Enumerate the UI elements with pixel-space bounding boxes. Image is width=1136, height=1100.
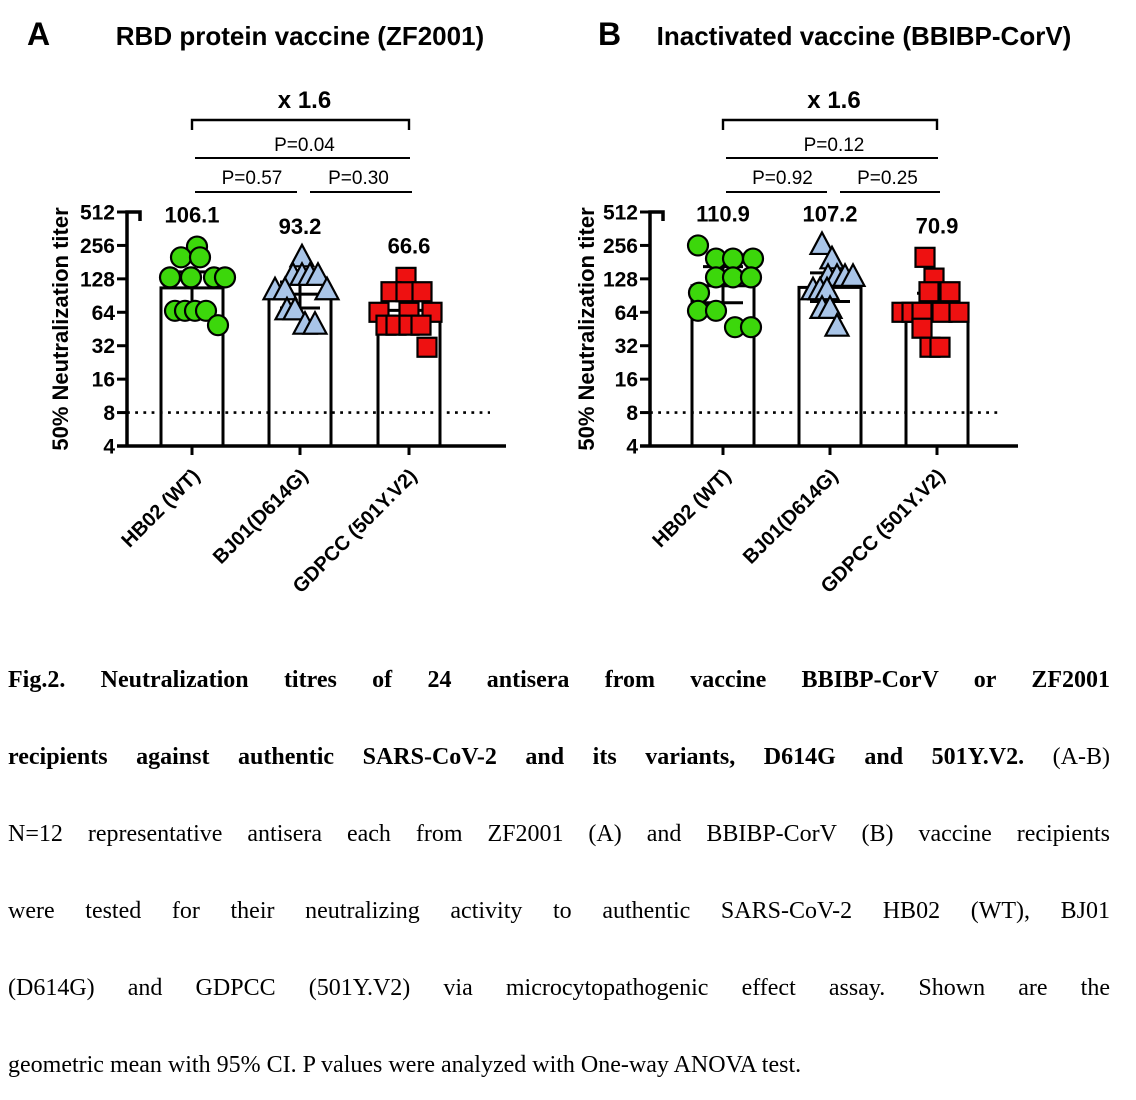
panel-title: Inactivated vaccine (BBIBP-CorV) [657,21,1072,51]
data-point [721,247,745,270]
y-tick-label: 256 [603,235,638,258]
data-point [911,317,933,339]
y-tick-label: 128 [603,268,638,291]
caption-line-1-bold: Fig.2. Neutralization titres of 24 antis… [8,667,1110,693]
y-axis-title: 50% Neutralization titer [48,207,73,451]
caption-line-2-bold: recipients against authentic SARS-CoV-2 … [8,744,1025,770]
caption-line-4: were tested for their neutralizing activ… [8,898,1110,924]
fold-change-label: x 1.6 [807,87,860,114]
data-point [818,244,846,270]
y-tick-label: 8 [626,402,638,425]
group-mean-label: 70.9 [916,213,959,238]
caption-line-3: N=12 representative antisera each from Z… [8,821,1110,847]
y-tick-label: 128 [80,268,115,291]
y-tick-label: 64 [92,302,116,325]
y-tick-label: 32 [92,335,115,358]
caption-line-1: Fig.2. Neutralization titres of 24 antis… [8,642,1110,719]
data-point [213,266,237,289]
data-point [416,336,438,358]
data-point [816,294,844,319]
figure-caption: Fig.2. Neutralization titres of 24 antis… [8,642,1110,1100]
data-point [194,299,218,322]
data-point [687,281,711,304]
group-mean-label: 93.2 [279,214,322,239]
y-tick-label: 512 [80,202,115,225]
caption-line-2: recipients against authentic SARS-CoV-2 … [8,719,1110,796]
group-mean-label: 107.2 [802,201,857,226]
data-point [839,262,867,287]
panel-label: A [27,16,50,52]
data-point [158,266,182,289]
x-category-label: GDPCC (501Y.V2) [289,465,422,598]
panel-label: B [598,16,621,52]
group-mean-label: 106.1 [164,203,219,228]
y-axis [125,210,142,448]
group-mean-label: 66.6 [388,233,431,258]
data-point [918,281,940,303]
y-tick-label: 8 [103,402,115,425]
caption-line-6: geometric mean with 95% CI. P values wer… [8,1052,802,1078]
fold-change-bracket [721,118,939,130]
data-point [411,281,433,303]
y-tick-label: 4 [103,436,115,459]
y-tick-label: 16 [92,369,115,392]
x-category-label: BJ01(D614G) [209,465,313,569]
p-value-label: P=0.12 [804,135,865,156]
data-point [206,314,230,337]
p-value-label: P=0.57 [222,168,283,189]
data-point [188,246,212,269]
x-category-label: BJ01(D614G) [739,465,843,569]
y-axis-title: 50% Neutralization titer [574,207,599,451]
fold-change-label: x 1.6 [278,87,331,114]
data-point [686,234,710,257]
y-tick-label: 32 [615,335,638,358]
data-point [939,281,961,303]
y-axis [648,210,665,448]
panel-b-chart: B Inactivated vaccine (BBIBP-CorV) 512 256 1… [568,0,1136,648]
charts-row: A RBD protein vaccine (ZF2001) 512 256 128 64… [0,0,1136,648]
x-category-label: HB02 (WT) [648,465,735,552]
data-point [914,246,936,268]
data-point [808,230,836,256]
data-point [304,260,332,286]
data-point [179,266,203,289]
p-value-label: P=0.30 [328,168,389,189]
p-value-label: P=0.04 [274,135,335,156]
y-tick-label: 64 [615,302,639,325]
caption-line-2-normal: (A-B) [1024,744,1110,770]
y-tick-label: 16 [615,369,638,392]
y-tick-label: 512 [603,202,638,225]
group-mean-label: 110.9 [696,201,750,226]
data-point [741,247,765,270]
p-value-label: P=0.25 [857,168,918,189]
data-point [281,295,309,321]
panel-title: RBD protein vaccine (ZF2001) [116,21,484,51]
data-point [739,316,763,339]
data-point [948,301,970,323]
data-point [169,246,193,269]
data-point [410,314,432,336]
data-point [813,275,841,301]
data-point [301,309,329,335]
data-point [704,299,728,322]
panel-a-chart: A RBD protein vaccine (ZF2001) 512 256 128 64… [0,0,568,648]
data-point [823,311,851,337]
data-point [739,266,763,289]
caption-line-5: (D614G) and GDPCC (501Y.V2) via microcyt… [8,975,1110,1001]
data-point [313,275,341,301]
fold-change-bracket [190,118,411,130]
x-category-label: HB02 (WT) [117,465,204,552]
y-tick-label: 4 [626,436,638,459]
y-tick-label: 256 [80,235,115,258]
data-point [929,336,951,358]
p-value-label: P=0.92 [752,168,813,189]
